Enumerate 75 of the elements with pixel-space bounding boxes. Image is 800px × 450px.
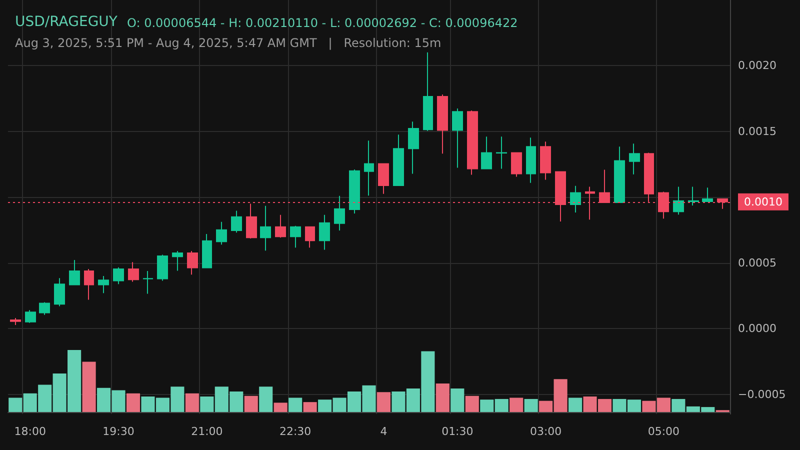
candlestick	[614, 146, 625, 204]
candlestick	[629, 143, 640, 175]
candlestick	[423, 52, 433, 132]
candlestick	[540, 141, 551, 180]
candlestick	[10, 318, 21, 326]
x-tick-label: 22:30	[279, 425, 312, 438]
y-tick-label: 0.0020	[738, 59, 776, 72]
x-tick-label: 03:00	[530, 425, 562, 438]
candlestick	[467, 110, 478, 176]
bar	[274, 402, 288, 412]
candlestick	[452, 108, 463, 168]
candlestick	[481, 136, 492, 170]
candlestick	[231, 210, 242, 234]
candlestick	[39, 302, 50, 316]
candlestick	[143, 270, 153, 294]
candlestick	[25, 310, 36, 324]
bar	[465, 396, 479, 412]
text: Aug 3, 2025, 5:51 PM - Aug 4, 2025, 5:47 AM GMT | Resolution: 15m	[15, 36, 442, 50]
candlestick	[364, 140, 374, 196]
candlestick	[349, 169, 360, 214]
bar	[524, 398, 538, 412]
candlestick	[216, 221, 227, 246]
x-tick-label: 05:00	[648, 425, 680, 438]
candlestick	[319, 214, 330, 250]
candlestick	[290, 225, 301, 248]
candlestick	[113, 266, 124, 285]
bar	[126, 393, 140, 412]
candlestick	[69, 259, 80, 286]
y-tick-label: 0.0015	[738, 124, 776, 138]
bar	[82, 362, 96, 412]
ref-line-label: 0.0010	[744, 195, 782, 208]
candlestick	[54, 278, 65, 307]
bar	[303, 402, 317, 412]
candlestick	[688, 186, 699, 206]
candlestick	[84, 268, 94, 300]
candlestick	[334, 195, 345, 232]
candlestick	[128, 262, 139, 282]
x-tick-label: 19:30	[102, 425, 134, 438]
candlestick	[408, 121, 419, 174]
candlestick	[187, 250, 198, 276]
candlestick	[526, 137, 536, 184]
candlestick	[378, 163, 389, 194]
candlestick	[437, 94, 448, 154]
candlestick	[260, 205, 271, 252]
candlestick	[172, 250, 183, 272]
bar	[510, 398, 524, 412]
bar	[185, 393, 199, 412]
candlestick	[393, 134, 404, 186]
y-tick-label: 0.0005	[738, 256, 776, 270]
candlestick	[98, 276, 109, 294]
bar	[288, 398, 302, 412]
x-tick-label: 01:30	[442, 425, 474, 438]
x-tick-label: 4	[380, 425, 388, 438]
bar	[450, 388, 464, 412]
candlestick	[511, 152, 522, 178]
x-tick-label: 21:00	[191, 425, 223, 438]
annotation: O: 0.00006544 - H: 0.00210110 - L: 0.00002692 - C: 0.00096422	[127, 16, 518, 30]
y-tick-label: 0.0000	[738, 322, 776, 336]
y-tick-label: −0.0005	[738, 388, 786, 401]
candlestick	[673, 186, 684, 216]
bar	[244, 396, 258, 412]
bar	[259, 386, 273, 412]
bar	[568, 398, 582, 412]
text: USD/RAGEGUY	[15, 14, 118, 30]
candlestick	[157, 254, 168, 282]
candlestick	[570, 185, 581, 214]
bar	[436, 383, 450, 412]
candlestick	[305, 226, 315, 248]
candlestick	[496, 136, 507, 170]
candlestick	[275, 214, 286, 238]
candlestick	[246, 203, 257, 240]
bar	[376, 392, 391, 412]
candlestick	[702, 187, 713, 202]
candlestick	[202, 233, 212, 268]
x-tick-label: 18:00	[14, 425, 46, 438]
